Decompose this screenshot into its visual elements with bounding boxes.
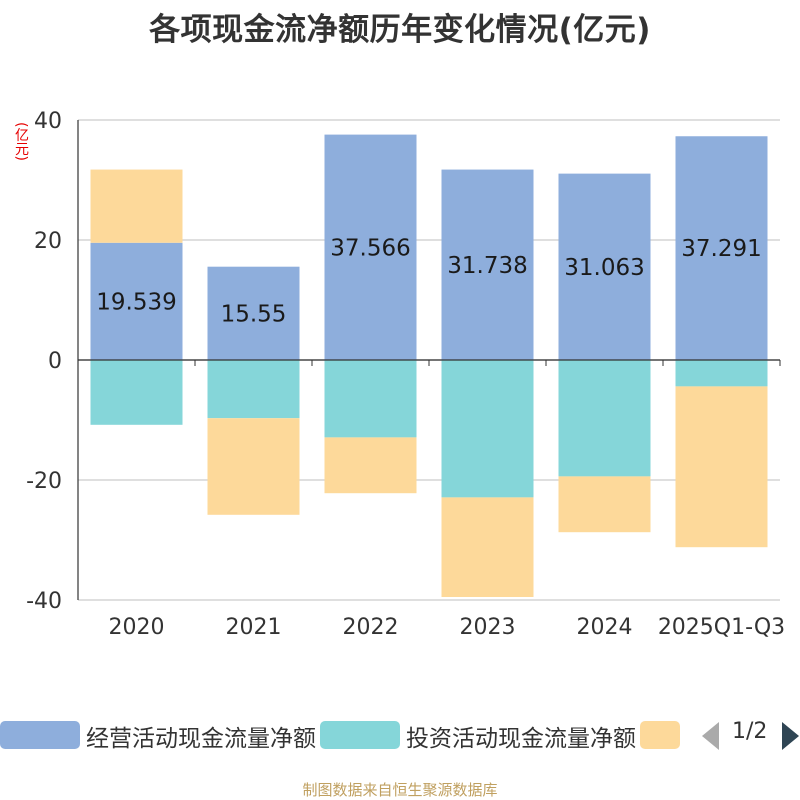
legend-swatch-investing [320, 721, 400, 749]
x-tick-label: 2025Q1-Q3 [658, 615, 785, 640]
bar-series0-2024 [558, 173, 651, 360]
y-tick-label: -40 [26, 589, 62, 614]
data-label: 37.566 [330, 235, 410, 261]
bar-layer [90, 134, 768, 597]
legend-label-investing: 投资活动现金流量净额 [406, 726, 636, 752]
data-label: 19.539 [96, 289, 176, 315]
x-tick-label: 2021 [226, 615, 282, 640]
bar-series2-2021 [207, 418, 300, 515]
bar-series0-2020 [90, 242, 183, 360]
bar-series2-2025Q1-Q3 [675, 386, 768, 548]
legend-prev-page-icon[interactable] [702, 722, 719, 750]
bar-series0-2025Q1-Q3 [675, 136, 768, 360]
data-label: 31.738 [447, 253, 527, 279]
legend-swatch-financing [640, 721, 680, 749]
x-tick-label: 2024 [577, 615, 633, 640]
bar-series0-2023 [441, 169, 534, 360]
y-axis-unit-label: (亿元) [13, 122, 29, 161]
data-label: 31.063 [564, 255, 644, 281]
x-tick-label: 2022 [343, 615, 399, 640]
bar-series1-2022 [324, 360, 417, 438]
legend-label-operating: 经营活动现金流量净额 [86, 726, 316, 752]
data-label: 15.55 [221, 301, 287, 327]
y-tick-label: -20 [26, 469, 62, 494]
y-tick-label: 0 [48, 349, 62, 374]
legend-page-indicator: 1/2 [732, 719, 768, 744]
axis-layer: 40 20 0 -20 -40 2020 2021 2022 2023 2024 2025Q1-Q3 [26, 109, 785, 640]
legend-swatch-operating [0, 721, 80, 749]
y-tick-label: 40 [34, 109, 62, 134]
chart-title: 各项现金流净额历年变化情况(亿元) [149, 12, 651, 48]
bar-series0-2021 [207, 266, 300, 360]
bar-series2-2024 [558, 476, 651, 533]
bar-series2-2020 [90, 169, 183, 243]
legend-next-page-icon[interactable] [782, 722, 799, 750]
bar-series0-2022 [324, 134, 417, 360]
grid-layer [78, 119, 780, 601]
bar-series2-2023 [441, 497, 534, 597]
bar-series1-2024 [558, 360, 651, 477]
bar-series2-2022 [324, 437, 417, 494]
data-label-layer: 19.539 15.55 37.566 31.738 31.063 37.291 [96, 235, 761, 327]
x-tick-label: 2023 [460, 615, 516, 640]
source-note: 制图数据来自恒生聚源数据库 [302, 781, 498, 799]
data-label: 37.291 [681, 236, 761, 262]
x-tick-label: 2020 [109, 615, 165, 640]
bar-series1-2023 [441, 360, 534, 498]
bar-series1-2021 [207, 360, 300, 419]
y-tick-label: 20 [34, 229, 62, 254]
bar-series1-2020 [90, 360, 183, 425]
bar-series1-2025Q1-Q3 [675, 360, 768, 387]
